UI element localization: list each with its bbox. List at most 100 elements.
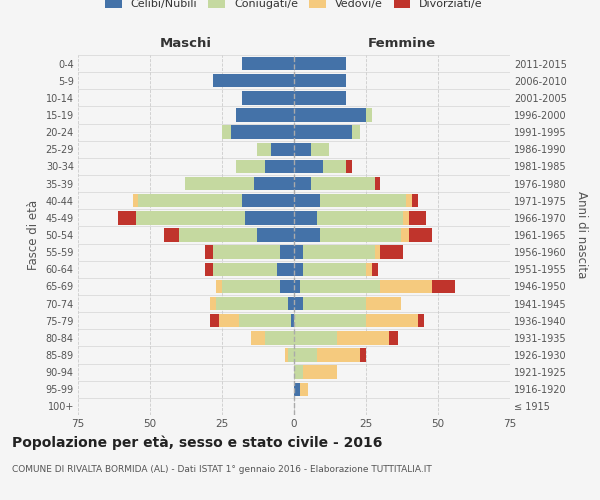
Bar bbox=[346, 160, 352, 173]
Bar bbox=[254, 177, 294, 190]
Bar bbox=[366, 108, 372, 122]
Bar bbox=[409, 211, 427, 224]
Bar bbox=[222, 280, 280, 293]
Bar bbox=[179, 228, 257, 241]
Bar bbox=[432, 280, 455, 293]
Bar bbox=[294, 228, 320, 241]
Bar bbox=[242, 57, 294, 70]
Bar bbox=[300, 280, 380, 293]
Bar bbox=[239, 314, 291, 328]
Bar bbox=[205, 262, 214, 276]
Bar bbox=[294, 57, 346, 70]
Bar bbox=[352, 126, 360, 139]
Bar bbox=[185, 177, 254, 190]
Bar bbox=[211, 297, 216, 310]
Bar bbox=[294, 382, 300, 396]
Bar bbox=[302, 262, 366, 276]
Bar bbox=[412, 194, 418, 207]
Bar bbox=[401, 228, 409, 241]
Bar bbox=[302, 366, 337, 379]
Bar bbox=[216, 280, 222, 293]
Bar bbox=[271, 142, 294, 156]
Bar bbox=[418, 314, 424, 328]
Bar bbox=[205, 246, 214, 259]
Bar bbox=[294, 280, 300, 293]
Bar bbox=[366, 262, 372, 276]
Bar bbox=[242, 194, 294, 207]
Bar bbox=[245, 211, 294, 224]
Bar bbox=[214, 74, 294, 88]
Bar bbox=[300, 382, 308, 396]
Bar bbox=[294, 91, 346, 104]
Bar bbox=[118, 211, 136, 224]
Text: Maschi: Maschi bbox=[160, 37, 212, 50]
Bar bbox=[288, 297, 294, 310]
Bar bbox=[214, 262, 277, 276]
Bar bbox=[374, 246, 380, 259]
Bar bbox=[406, 194, 412, 207]
Bar bbox=[222, 126, 230, 139]
Bar bbox=[257, 228, 294, 241]
Bar bbox=[236, 108, 294, 122]
Bar bbox=[294, 262, 302, 276]
Bar bbox=[360, 348, 366, 362]
Bar bbox=[211, 314, 219, 328]
Bar bbox=[311, 142, 329, 156]
Bar bbox=[320, 194, 406, 207]
Bar bbox=[277, 262, 294, 276]
Bar bbox=[372, 262, 377, 276]
Bar bbox=[294, 246, 302, 259]
Bar bbox=[286, 348, 288, 362]
Bar bbox=[136, 211, 245, 224]
Bar bbox=[302, 297, 366, 310]
Bar bbox=[230, 126, 294, 139]
Bar bbox=[317, 211, 403, 224]
Bar bbox=[294, 331, 337, 344]
Bar bbox=[242, 91, 294, 104]
Bar bbox=[291, 314, 294, 328]
Y-axis label: Anni di nascita: Anni di nascita bbox=[575, 192, 589, 278]
Bar bbox=[294, 177, 311, 190]
Bar bbox=[403, 211, 409, 224]
Bar bbox=[366, 297, 401, 310]
Bar bbox=[337, 331, 389, 344]
Bar bbox=[294, 108, 366, 122]
Bar bbox=[164, 228, 179, 241]
Bar bbox=[294, 126, 352, 139]
Bar bbox=[294, 348, 317, 362]
Bar bbox=[323, 160, 346, 173]
Bar bbox=[409, 228, 432, 241]
Bar bbox=[317, 348, 360, 362]
Bar bbox=[380, 246, 403, 259]
Bar bbox=[366, 314, 418, 328]
Text: Popolazione per età, sesso e stato civile - 2016: Popolazione per età, sesso e stato civil… bbox=[12, 435, 382, 450]
Bar bbox=[280, 246, 294, 259]
Bar bbox=[251, 331, 265, 344]
Bar bbox=[216, 297, 288, 310]
Y-axis label: Fasce di età: Fasce di età bbox=[27, 200, 40, 270]
Legend: Celibi/Nubili, Coniugati/e, Vedovi/e, Divorziati/e: Celibi/Nubili, Coniugati/e, Vedovi/e, Di… bbox=[101, 0, 487, 14]
Text: Femmine: Femmine bbox=[368, 37, 436, 50]
Bar bbox=[389, 331, 398, 344]
Bar bbox=[294, 142, 311, 156]
Bar bbox=[294, 194, 320, 207]
Bar bbox=[302, 246, 374, 259]
Bar bbox=[294, 211, 317, 224]
Bar bbox=[214, 246, 280, 259]
Bar bbox=[294, 74, 346, 88]
Bar bbox=[294, 160, 323, 173]
Bar bbox=[133, 194, 139, 207]
Bar bbox=[294, 314, 366, 328]
Bar bbox=[265, 160, 294, 173]
Bar bbox=[320, 228, 401, 241]
Bar bbox=[219, 314, 239, 328]
Bar bbox=[374, 177, 380, 190]
Bar bbox=[311, 177, 374, 190]
Bar bbox=[236, 160, 265, 173]
Bar bbox=[294, 297, 302, 310]
Bar bbox=[265, 331, 294, 344]
Bar bbox=[280, 280, 294, 293]
Bar bbox=[257, 142, 271, 156]
Text: COMUNE DI RIVALTA BORMIDA (AL) - Dati ISTAT 1° gennaio 2016 - Elaborazione TUTTI: COMUNE DI RIVALTA BORMIDA (AL) - Dati IS… bbox=[12, 465, 432, 474]
Bar bbox=[294, 366, 302, 379]
